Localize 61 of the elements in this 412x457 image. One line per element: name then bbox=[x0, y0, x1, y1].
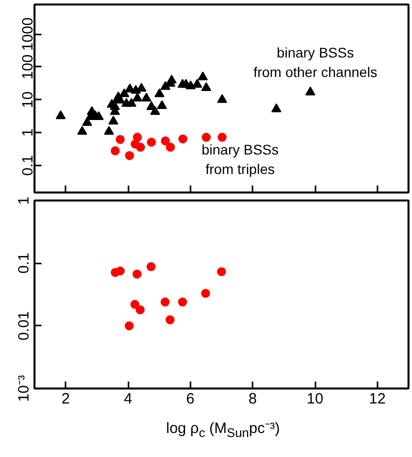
y-tick-label: 100 bbox=[20, 54, 36, 80]
point bbox=[178, 134, 188, 144]
point bbox=[201, 288, 210, 298]
y-tick-label: 10 bbox=[20, 91, 36, 108]
point bbox=[104, 126, 114, 135]
point bbox=[305, 86, 316, 96]
series-label: binary BSSs from triples bbox=[202, 142, 279, 177]
y-tick-label: 0.1 bbox=[16, 252, 32, 274]
point bbox=[125, 151, 134, 160]
y-tick-label: 1 bbox=[20, 128, 36, 137]
point bbox=[166, 315, 175, 324]
point bbox=[146, 262, 156, 272]
point bbox=[56, 110, 66, 120]
series-label: binary BSSs from other channels bbox=[253, 44, 378, 80]
point bbox=[136, 142, 145, 152]
point bbox=[166, 74, 177, 84]
point bbox=[126, 98, 136, 107]
point bbox=[141, 92, 152, 102]
x-tick-label: 2 bbox=[61, 390, 70, 408]
point bbox=[82, 117, 92, 126]
point bbox=[110, 146, 120, 156]
point bbox=[156, 100, 167, 110]
x-tick-label: 6 bbox=[186, 390, 195, 408]
point bbox=[116, 134, 125, 144]
point bbox=[146, 138, 156, 147]
x-tick-label: 10 bbox=[306, 390, 324, 408]
point bbox=[160, 136, 170, 146]
x-tick-label: 12 bbox=[368, 390, 386, 408]
point bbox=[130, 300, 140, 309]
y-tick-label: 1 bbox=[16, 196, 32, 205]
point bbox=[217, 94, 228, 103]
x-tick-label: 8 bbox=[248, 390, 257, 408]
point bbox=[201, 82, 212, 92]
point bbox=[94, 111, 104, 120]
point bbox=[124, 321, 134, 330]
point bbox=[108, 116, 118, 124]
point bbox=[186, 80, 196, 90]
y-tick-label: 1000 bbox=[20, 17, 36, 51]
y-tick-label: 10⁻³ bbox=[16, 375, 32, 402]
point bbox=[178, 298, 188, 306]
point bbox=[218, 132, 227, 142]
point bbox=[166, 142, 175, 152]
y-tick-label: 0.1 bbox=[20, 155, 36, 176]
x-axis-title: log ρ$_{c}$ (M$_{Sun}$pc⁻³) bbox=[165, 419, 281, 442]
point bbox=[160, 298, 170, 306]
point bbox=[119, 88, 130, 98]
x-tick-label: 4 bbox=[124, 390, 132, 408]
point bbox=[132, 132, 142, 142]
point bbox=[202, 132, 211, 142]
point bbox=[198, 71, 208, 80]
point bbox=[271, 103, 282, 112]
point bbox=[192, 78, 202, 88]
point bbox=[150, 106, 160, 115]
point bbox=[132, 270, 142, 279]
point bbox=[154, 88, 164, 98]
point bbox=[217, 267, 226, 276]
point bbox=[77, 126, 88, 135]
y-tick-label: 0.01 bbox=[16, 311, 32, 340]
point bbox=[132, 92, 142, 102]
point bbox=[136, 305, 145, 314]
point bbox=[116, 266, 125, 276]
